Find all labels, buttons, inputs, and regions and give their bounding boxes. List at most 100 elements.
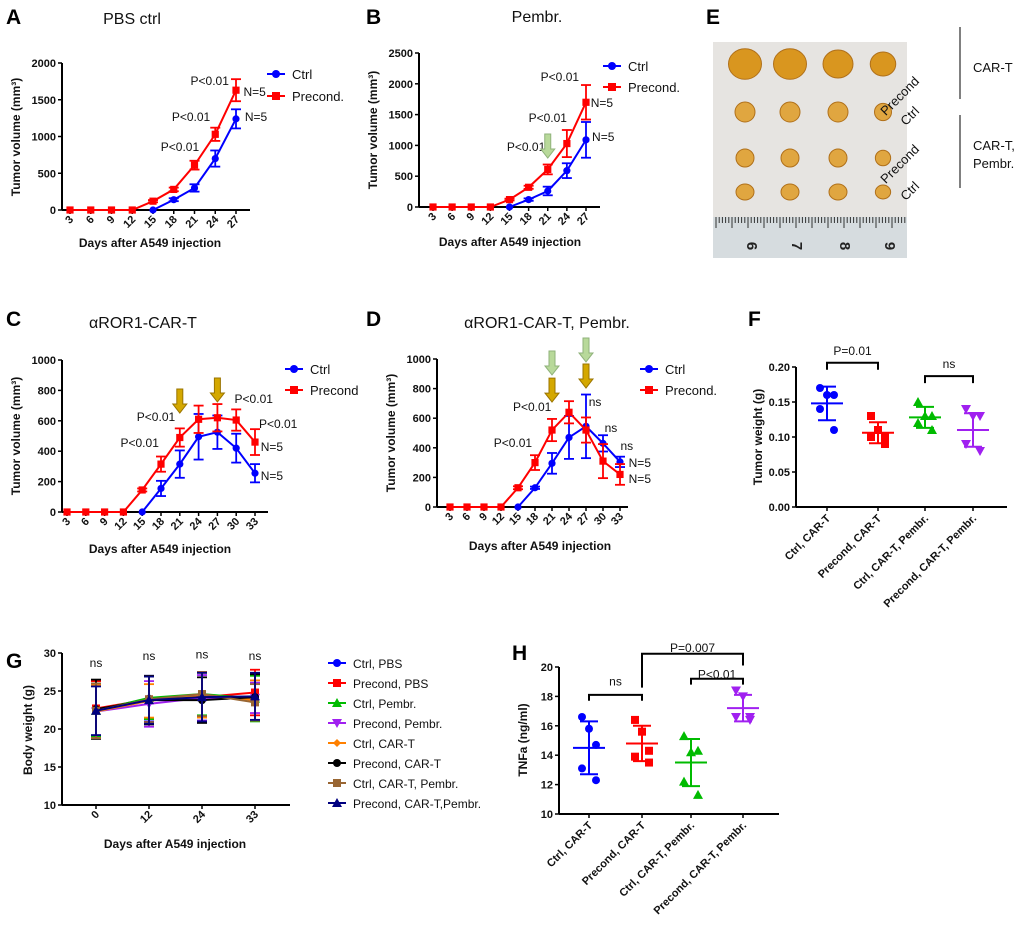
y-tick-label: 400 — [413, 443, 431, 455]
legend-marker — [272, 92, 280, 100]
panel-h: 10 12 14 16 18 20 TNFa (ng/ml) H Ctrl, CAR-T Prec… — [512, 641, 779, 917]
y-tick-label: 10 — [44, 800, 56, 812]
data-point — [138, 486, 146, 494]
x-tick-label: 12 — [112, 516, 129, 533]
data-point — [867, 412, 875, 420]
data-point — [616, 470, 624, 479]
group-1 — [862, 412, 894, 448]
data-point — [66, 206, 74, 214]
x-tick-label: 30 — [592, 511, 609, 528]
annotation: P<0.01 — [494, 436, 533, 450]
x-tick-label: 3 — [63, 214, 76, 227]
legend-marker — [645, 386, 653, 394]
group-2 — [675, 731, 707, 799]
data-point — [211, 130, 219, 138]
data-point — [531, 459, 539, 467]
data-point — [82, 508, 90, 516]
data-point — [975, 412, 985, 421]
data-point — [87, 206, 95, 214]
panel-letter: F — [748, 308, 761, 331]
y-tick-label: 600 — [413, 413, 431, 425]
annotation: P<0.01 — [507, 140, 546, 154]
annotation: ns — [249, 649, 262, 663]
legend-marker — [608, 62, 616, 70]
x-tick-label: 6 — [460, 511, 473, 524]
y-axis-label: Tumor weight (g) — [751, 389, 765, 485]
annotation: P<0.01 — [161, 140, 200, 154]
group-1 — [626, 715, 658, 767]
y-tick-label: 200 — [413, 472, 431, 484]
x-tick-label: 12 — [490, 511, 507, 528]
data-point — [505, 203, 514, 211]
data-point — [514, 503, 522, 511]
x-tick-label: 27 — [206, 516, 223, 533]
data-point — [480, 503, 488, 511]
tumor-sample — [874, 149, 892, 167]
series-1 — [66, 78, 241, 214]
tumor-sample — [869, 51, 897, 77]
significance-label: ns — [943, 357, 956, 371]
x-axis-label: Days after A549 injection — [79, 236, 221, 250]
data-point — [525, 196, 533, 204]
data-point — [232, 444, 240, 452]
x-tick-label: 21 — [169, 516, 186, 533]
significance-bracket — [690, 677, 744, 685]
annotation: P<0.01 — [541, 70, 580, 84]
data-point — [463, 503, 471, 511]
panel-letter: A — [6, 6, 21, 29]
data-point — [565, 433, 573, 442]
y-tick-label: 0.00 — [769, 502, 790, 514]
data-point — [91, 705, 101, 715]
tumor-sample — [735, 183, 755, 201]
annotation: ns — [589, 395, 602, 409]
annotation: P<0.01 — [172, 110, 211, 124]
y-tick-label: 2000 — [32, 58, 56, 70]
x-tick-label: 18 — [524, 511, 541, 528]
x-tick-label: 21 — [183, 214, 200, 231]
legend-label: Ctrl, Pembr. — [353, 697, 416, 711]
x-tick-label: 15 — [142, 214, 159, 231]
data-point — [170, 185, 178, 194]
data-point — [195, 415, 203, 423]
annotation: ns — [605, 421, 618, 435]
x-tick-label: 27 — [575, 511, 592, 528]
data-point — [599, 457, 607, 465]
annotation: N=5 — [629, 456, 652, 470]
y-axis-label: Tumor volume (mm³) — [366, 71, 380, 189]
data-point — [975, 447, 985, 456]
y-axis-label: Tumor volume (mm³) — [9, 377, 23, 495]
data-point — [830, 426, 838, 434]
annotation: ns — [143, 649, 156, 663]
ruler-number: 7 — [788, 242, 805, 250]
series-1 — [429, 84, 591, 211]
y-tick-label: 18 — [541, 691, 553, 703]
significance-label: P=0.007 — [670, 641, 715, 655]
data-point — [149, 206, 157, 214]
x-tick-label: 15 — [131, 516, 148, 533]
data-point — [582, 136, 590, 144]
panel-letter: D — [366, 308, 381, 331]
x-tick-label: 24 — [188, 515, 206, 533]
down-arrow-icon — [543, 350, 561, 376]
group-0 — [573, 712, 605, 785]
x-tick-label: Precond, CAR-T, Pembr. — [882, 513, 980, 611]
data-point — [101, 508, 109, 516]
group-0 — [811, 384, 843, 434]
x-tick-label: 21 — [541, 511, 558, 528]
y-tick-label: 0.20 — [769, 362, 790, 374]
data-point — [251, 469, 259, 477]
x-tick-label: 30 — [225, 516, 242, 533]
legend-marker — [333, 779, 341, 787]
data-point — [505, 196, 514, 204]
annotation: P<0.01 — [191, 74, 230, 88]
data-point — [497, 503, 505, 511]
legend-marker — [290, 386, 298, 394]
annotation: N=5 — [629, 472, 652, 486]
down-arrow-icon — [543, 377, 561, 403]
x-tick-label: 15 — [498, 211, 515, 228]
legend-marker — [608, 83, 616, 91]
data-point — [645, 746, 653, 755]
data-point — [548, 426, 556, 434]
y-tick-label: 0.15 — [769, 397, 790, 409]
